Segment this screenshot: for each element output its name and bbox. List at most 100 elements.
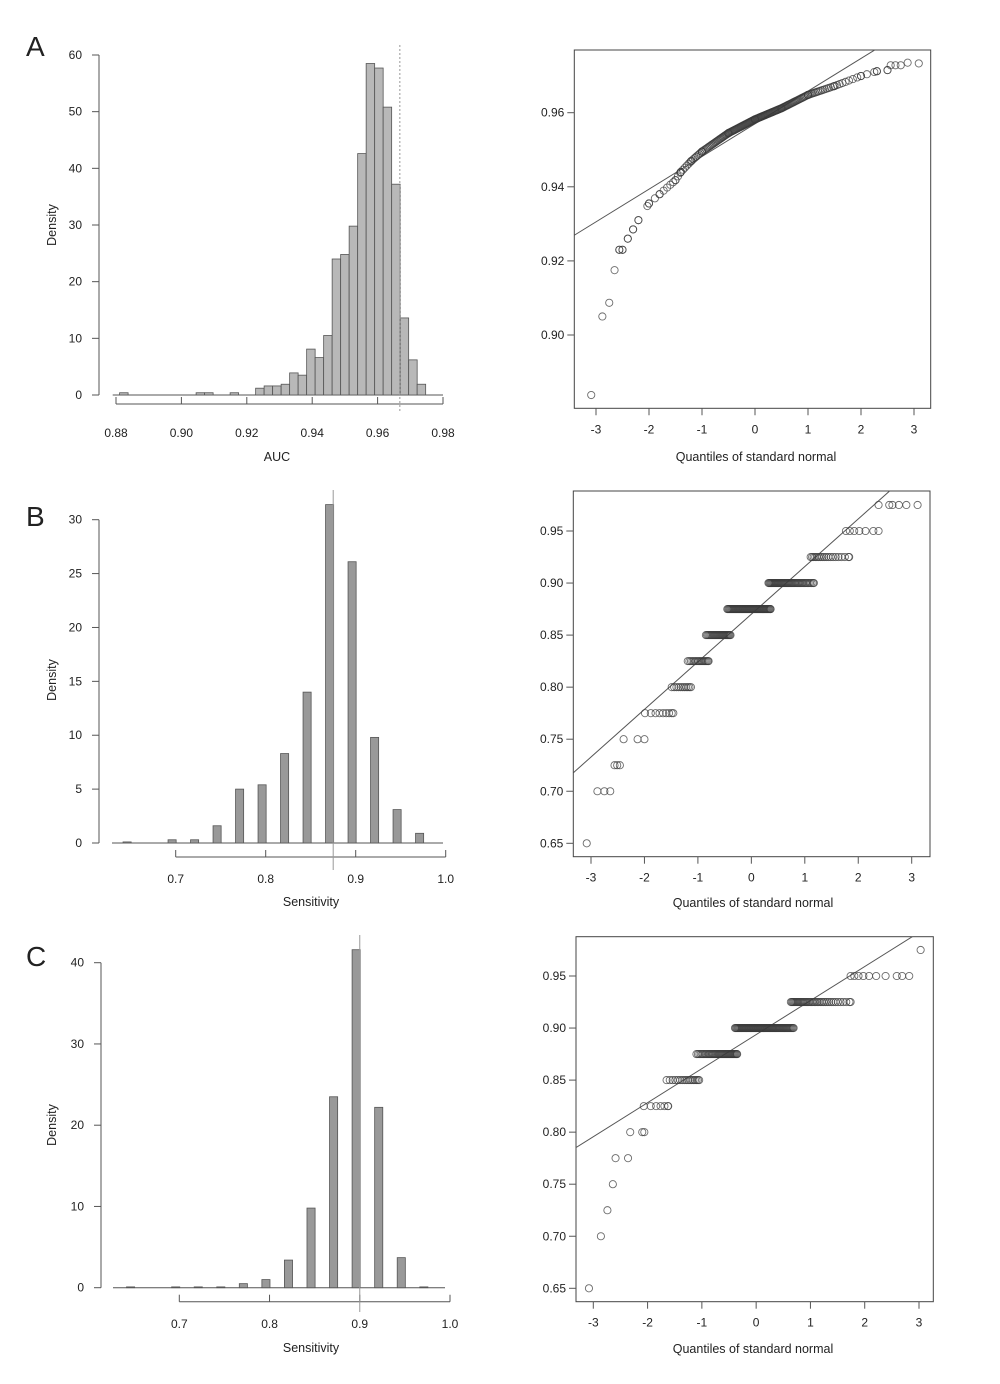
qq-point: [665, 709, 674, 718]
x-tick-label: 0.9: [347, 872, 364, 886]
qq-point: [652, 1102, 661, 1111]
qq-point: [905, 971, 914, 981]
plot-frame: [573, 49, 932, 409]
y-tick-label: 0.92: [541, 254, 565, 268]
histogram-a: 0 10 20 30 40 50 60 0.88 0.90 0.92 0.94 0.96 0.98: [69, 45, 455, 440]
qq-point: [655, 709, 664, 718]
qq-point: [611, 1154, 620, 1163]
qq-point: [862, 70, 871, 79]
histogram-bar: [347, 561, 357, 844]
x-tick-label: 0.94: [301, 426, 325, 440]
qq-point: [678, 1076, 687, 1085]
qq-point: [587, 390, 596, 400]
plot-frame: [575, 936, 934, 1303]
qq-point: [789, 1024, 798, 1033]
y-tick-label: 50: [69, 105, 83, 119]
y-tick-label: 0.80: [543, 1125, 567, 1139]
x-tick-label: -1: [693, 871, 704, 885]
qq-point: [809, 579, 818, 588]
y-tick-label: 5: [75, 782, 82, 796]
histogram-bar: [325, 504, 335, 844]
qq-point: [916, 945, 925, 955]
histogram-bar: [193, 1286, 203, 1289]
qq-plot-b: 0.65 0.70 0.75 0.80 0.85 0.90 0.95 -3 -2 -1 0 1 2 3: [540, 490, 931, 885]
histogram-bar: [280, 753, 290, 844]
qq-point: [634, 216, 643, 225]
qq-point: [608, 1180, 617, 1189]
qq-point: [840, 552, 849, 562]
qq-point: [841, 526, 851, 536]
y-tick-label: 0.90: [543, 1021, 567, 1035]
qq-point: [846, 971, 855, 981]
histogram-bar: [261, 1279, 271, 1289]
qq-point: [666, 180, 675, 189]
x-tick-label: -1: [697, 422, 708, 436]
qq-point: [853, 73, 862, 82]
histogram-bar: [235, 788, 245, 844]
qq-point: [660, 1102, 669, 1111]
panel-label-b: B: [26, 501, 45, 532]
histogram-bar: [306, 1207, 316, 1289]
qq-point: [629, 225, 638, 234]
qq-point: [669, 709, 678, 718]
histogram-bar: [370, 736, 380, 844]
y-tick-label: 0.90: [540, 576, 564, 590]
y-tick-label: 30: [71, 1037, 85, 1051]
histogram-bar: [257, 784, 267, 844]
qq-point: [874, 526, 883, 536]
x-tick-label: 3: [911, 422, 918, 436]
hist-a-ylabel: Density: [45, 203, 59, 245]
histogram-bar: [289, 372, 299, 396]
qq-point: [596, 1232, 605, 1241]
qq-point: [669, 178, 678, 187]
histogram-bar: [382, 106, 393, 396]
qq-point: [859, 971, 868, 981]
qq-point: [833, 997, 843, 1007]
y-tick-label: 15: [69, 674, 83, 688]
x-tick-label: 1.0: [442, 1317, 459, 1331]
histogram-bar: [167, 839, 177, 844]
x-tick-label: 2: [858, 422, 865, 436]
qq-point: [626, 1128, 635, 1137]
qq-point: [605, 298, 614, 307]
qq-point: [623, 1154, 633, 1163]
y-tick-label: 30: [69, 513, 83, 527]
histogram-bar: [340, 254, 350, 396]
histogram-bar: [357, 153, 367, 396]
x-tick-label: -1: [697, 1316, 708, 1330]
qq-point: [850, 526, 859, 536]
qq-reference-line: [574, 50, 876, 236]
y-tick-label: 0.94: [541, 180, 565, 194]
x-tick-label: 0: [753, 1316, 760, 1330]
y-tick-label: 0.70: [540, 784, 564, 798]
histogram-bar: [323, 335, 333, 396]
qq-point: [610, 266, 619, 275]
qq-point: [846, 997, 855, 1007]
y-tick-label: 0.95: [543, 969, 567, 983]
histogram-bar: [284, 1259, 293, 1289]
x-tick-label: 0.90: [170, 426, 194, 440]
qq-point: [646, 1102, 655, 1111]
x-tick-label: 1: [801, 871, 808, 885]
qq-point: [598, 312, 607, 321]
hist-b-xlabel: Sensitivity: [283, 895, 340, 909]
x-tick-label: 0.8: [261, 1317, 278, 1331]
qq-point: [831, 552, 840, 562]
x-tick-label: -2: [639, 871, 650, 885]
qq-point: [913, 500, 922, 510]
qq-point: [836, 997, 845, 1007]
histogram-bar: [229, 392, 240, 396]
qq-point: [676, 1076, 685, 1085]
x-tick-label: 0: [752, 422, 759, 436]
qq-point: [902, 500, 911, 510]
qq-point: [883, 66, 892, 75]
qq-point: [618, 245, 627, 254]
histogram-bar: [374, 1106, 384, 1289]
x-tick-label: -2: [644, 422, 655, 436]
qq-plot-c: 0.65 0.70 0.75 0.80 0.85 0.90 0.95 -3 -2 -1 0 1 2 3: [543, 936, 934, 1330]
qq-point: [670, 683, 679, 692]
x-tick-label: 1: [805, 422, 812, 436]
y-tick-label: 20: [71, 1118, 85, 1132]
y-tick-label: 20: [69, 275, 83, 289]
